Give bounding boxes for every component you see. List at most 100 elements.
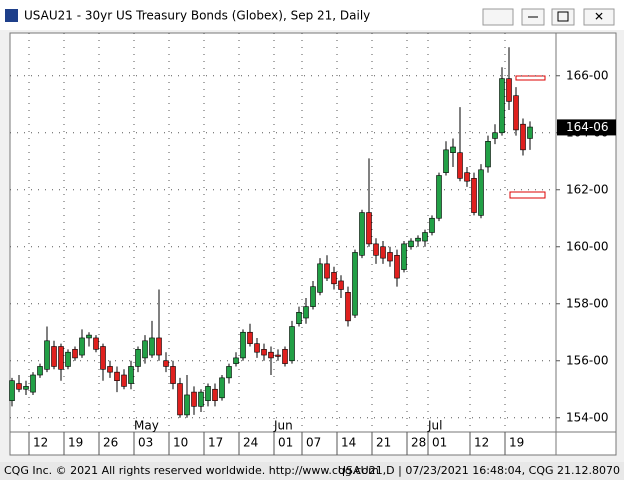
footer-bar xyxy=(0,462,624,480)
candle-body xyxy=(37,366,43,376)
candle-body xyxy=(471,178,477,213)
candle-body xyxy=(324,263,330,279)
candle-body xyxy=(177,383,183,416)
candle-body xyxy=(65,351,71,367)
candle-body xyxy=(457,152,463,179)
candle-body xyxy=(436,175,442,219)
candle-body xyxy=(156,337,162,356)
y-tick-label: 166-00 xyxy=(566,68,609,82)
candle-body xyxy=(513,95,519,131)
candle-body xyxy=(527,126,533,139)
candle-body xyxy=(289,326,295,362)
candle-body xyxy=(485,141,491,168)
candle-body xyxy=(170,366,176,384)
candle-body xyxy=(401,243,407,270)
maximize-button[interactable] xyxy=(551,8,575,26)
candle-body xyxy=(408,240,414,248)
candle-body xyxy=(394,255,400,279)
candle-body xyxy=(212,388,218,401)
level-marker xyxy=(515,75,546,81)
candle-body xyxy=(464,172,470,182)
candle-body xyxy=(135,349,141,367)
x-tick-label: 07 xyxy=(306,436,321,450)
x-tick-label: 12 xyxy=(33,436,48,450)
x-tick-label: 10 xyxy=(173,436,188,450)
title-bar xyxy=(0,0,624,30)
month-label: Jul xyxy=(427,419,442,433)
month-label: May xyxy=(134,419,159,433)
candle-body xyxy=(72,349,78,359)
candle-body xyxy=(499,78,505,134)
y-tick-label: 154-00 xyxy=(566,410,609,424)
candle-body xyxy=(268,351,274,359)
last-price-box xyxy=(557,119,616,136)
candle-body xyxy=(373,243,379,256)
window-title: USAU21 - 30yr US Treasury Bonds (Globex)… xyxy=(24,9,370,23)
candle-body xyxy=(387,252,393,262)
footer-left: CQG Inc. © 2021 All rights reserved worl… xyxy=(4,464,379,477)
candle-body xyxy=(184,394,190,416)
candle-body xyxy=(506,78,512,102)
candle-body xyxy=(23,386,29,390)
candle-body xyxy=(86,334,92,339)
candle-body xyxy=(226,366,232,379)
candle-body xyxy=(198,391,204,407)
candle-body xyxy=(233,357,239,364)
app-icon xyxy=(5,9,18,22)
candle-body xyxy=(205,386,211,401)
candle-body xyxy=(16,383,22,390)
candle-body xyxy=(331,272,337,285)
candle-body xyxy=(51,346,57,367)
candle-body xyxy=(478,169,484,216)
candle-body xyxy=(338,280,344,290)
x-tick-label: 01 xyxy=(278,436,293,450)
month-label: Jun xyxy=(273,419,293,433)
candle-body xyxy=(58,346,64,370)
y-tick-label: 156-00 xyxy=(566,353,609,367)
plot-frame xyxy=(9,32,617,456)
candle-body xyxy=(380,246,386,259)
candle-body xyxy=(114,371,120,381)
candle-body xyxy=(30,374,36,393)
candle-body xyxy=(149,337,155,356)
candle-body xyxy=(191,391,197,407)
candle-body xyxy=(240,331,246,359)
y-tick-label: 158-00 xyxy=(566,296,609,310)
candle-body xyxy=(310,286,316,307)
x-tick-label: 01 xyxy=(432,436,447,450)
level-marker xyxy=(509,191,546,199)
candle-body xyxy=(450,146,456,153)
candle-body xyxy=(254,343,260,353)
y-tick-label: 162-00 xyxy=(566,182,609,196)
candle-body xyxy=(128,366,134,384)
candle-body xyxy=(219,377,225,399)
candle-body xyxy=(9,380,15,401)
x-tick-label: 19 xyxy=(68,436,83,450)
candle-body xyxy=(121,374,127,387)
candle-body xyxy=(492,132,498,139)
candle-body xyxy=(107,366,113,373)
candle-body xyxy=(303,306,309,319)
candle-body xyxy=(429,217,435,233)
candle-body xyxy=(345,292,351,322)
close-button[interactable] xyxy=(583,8,615,26)
y-tick-label: 160-00 xyxy=(566,239,609,253)
candle-body xyxy=(44,340,50,370)
x-tick-label: 19 xyxy=(509,436,524,450)
candle-body xyxy=(317,263,323,293)
candle-body xyxy=(422,232,428,242)
candle-body xyxy=(100,346,106,370)
candle-body xyxy=(520,123,526,151)
last-price-label: 164-06 xyxy=(566,120,609,134)
x-tick-label: 24 xyxy=(243,436,258,450)
candle-body xyxy=(275,354,281,357)
link-button[interactable] xyxy=(482,8,514,26)
candle-body xyxy=(352,252,358,316)
candle-body xyxy=(93,337,99,350)
candle-body xyxy=(261,349,267,356)
footer-right: USAU21,D | 07/23/2021 16:48:04, CQG 21.1… xyxy=(338,464,620,477)
candle-body xyxy=(359,212,365,256)
candle-body xyxy=(142,340,148,359)
candle-body xyxy=(366,212,372,245)
